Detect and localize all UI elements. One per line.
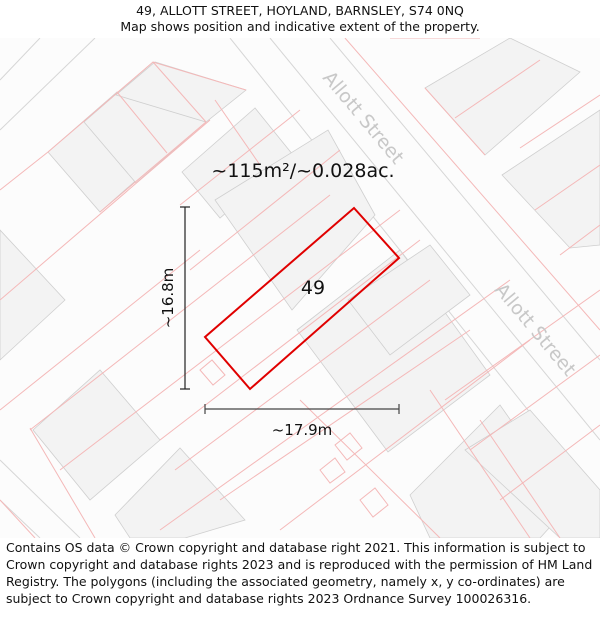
map-header: 49, ALLOTT STREET, HOYLAND, BARNSLEY, S7… bbox=[0, 0, 600, 38]
area-label: ~115m²/~0.028ac. bbox=[211, 160, 394, 182]
height-dimension-label: ~16.8m bbox=[159, 268, 177, 329]
width-dimension-label: ~17.9m bbox=[272, 421, 333, 439]
property-boundary[interactable] bbox=[203, 206, 401, 391]
property-address: 49, ALLOTT STREET, HOYLAND, BARNSLEY, S7… bbox=[136, 3, 464, 18]
map-canvas: Allott Street Allott Street ~115m²/~0.02… bbox=[0, 38, 600, 538]
map-subtitle: Map shows position and indicative extent… bbox=[120, 19, 480, 34]
property-map[interactable]: Allott Street Allott Street ~115m²/~0.02… bbox=[0, 38, 600, 538]
plot-number-label: 49 bbox=[301, 277, 325, 299]
street-label-allott-street: Allott Street bbox=[490, 279, 580, 380]
parcel-boundaries bbox=[0, 38, 600, 538]
copyright-notice: Contains OS data © Crown copyright and d… bbox=[6, 540, 593, 606]
width-dimension-line bbox=[204, 404, 400, 414]
height-dimension-line bbox=[180, 206, 190, 390]
